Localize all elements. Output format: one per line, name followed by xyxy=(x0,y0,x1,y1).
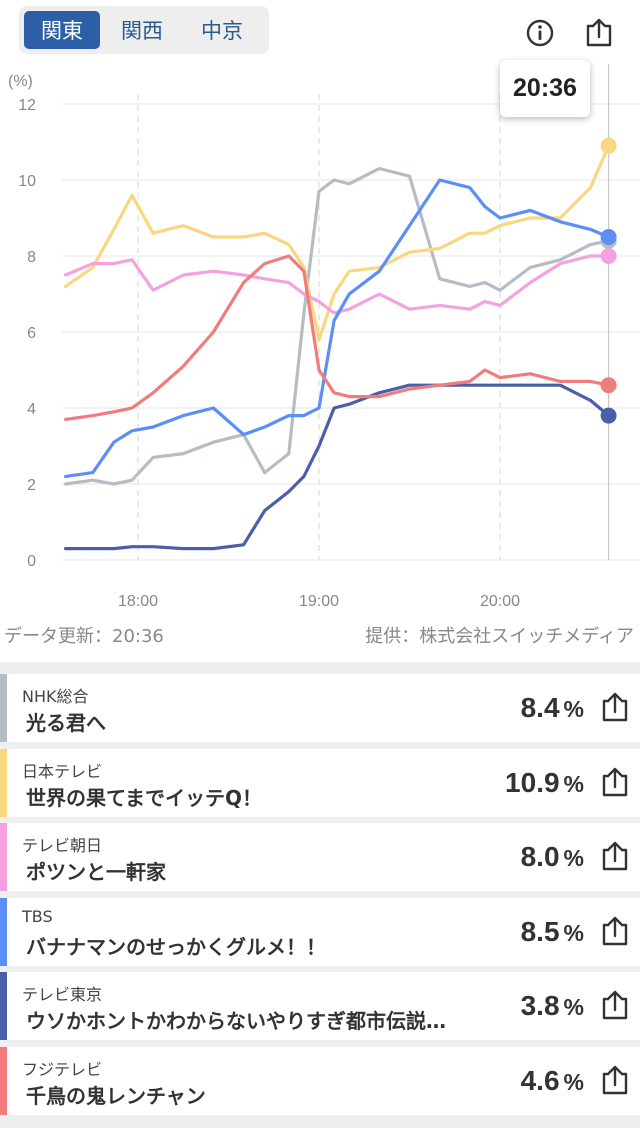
rating-value: 4.6% xyxy=(520,1064,584,1096)
y-tick-label: 2 xyxy=(27,477,36,494)
program-title: 光る君へ xyxy=(26,711,106,735)
program-row[interactable]: フジテレビ千鳥の鬼レンチャン 4.6% xyxy=(0,1046,640,1115)
y-axis-unit: (%) xyxy=(8,73,33,90)
y-tick-label: 10 xyxy=(18,173,36,190)
rating-unit: % xyxy=(563,1068,584,1095)
region-tab-kanto[interactable]: 関東 xyxy=(24,11,100,49)
program-title: バナナマンのせっかくグルメ！！ xyxy=(26,934,326,959)
channel-color-bar xyxy=(0,748,7,817)
share-icon[interactable] xyxy=(600,1064,630,1096)
series-line xyxy=(63,144,611,342)
rating-unit: % xyxy=(563,770,584,797)
y-tick-label: 12 xyxy=(18,97,36,114)
share-icon[interactable] xyxy=(600,766,630,798)
y-tick-label: 0 xyxy=(27,553,36,570)
rating-unit: % xyxy=(563,994,584,1020)
ratings-chart[interactable]: 0 2 4 6 8 10 12 (%) 18:00 19:00 20:00 xyxy=(0,64,640,620)
series-endpoint xyxy=(600,229,617,245)
y-tick-label: 4 xyxy=(27,401,36,418)
series-line xyxy=(63,383,611,551)
rating-unit: % xyxy=(563,696,584,722)
program-row[interactable]: テレビ東京ウソかホントかわからないやりすぎ都市伝説… 3.8% xyxy=(0,972,640,1040)
program-row[interactable]: 日本テレビ世界の果てまでイッテQ！ 10.9% xyxy=(0,748,640,817)
series-line xyxy=(63,254,611,315)
channel-name: テレビ東京 xyxy=(22,985,103,1004)
share-icon[interactable] xyxy=(600,989,630,1021)
channel-color-bar xyxy=(0,897,7,966)
program-list: NHK総合光る君へ 8.4% 日本テレビ世界の果てまでイッテQ！ 10.9% テレビ朝日… xyxy=(0,662,640,1128)
rating-value: 8.4% xyxy=(520,692,584,723)
series-endpoint xyxy=(600,377,617,394)
series-endpoint xyxy=(600,248,617,264)
region-tabs: 関東 関西 中京 xyxy=(19,6,269,54)
rating-value: 8.5% xyxy=(520,915,584,947)
region-tab-chukyo[interactable]: 中京 xyxy=(201,19,243,43)
rating-value: 10.9% xyxy=(505,766,584,798)
region-tab-kansai[interactable]: 関西 xyxy=(121,19,163,43)
channel-color-bar xyxy=(0,674,7,742)
x-tick-label: 19:00 xyxy=(299,593,339,610)
rating-value: 8.0% xyxy=(520,841,584,872)
rating-value: 3.8% xyxy=(520,990,584,1021)
share-icon[interactable] xyxy=(600,691,630,723)
data-footer: データ更新：20:36 提供：株式会社スイッチメディア xyxy=(0,620,640,648)
series-line xyxy=(63,178,611,478)
program-title: 世界の果てまでイッテQ！ xyxy=(26,785,263,810)
program-title: ポツンと一軒家 xyxy=(26,860,166,884)
x-tick-label: 20:00 xyxy=(480,593,520,610)
share-icon[interactable] xyxy=(600,840,630,872)
data-updated: データ更新：20:36 xyxy=(4,626,164,647)
channel-color-bar xyxy=(0,1046,7,1115)
program-row[interactable]: テレビ朝日ポツンと一軒家 8.0% xyxy=(0,823,640,891)
info-icon[interactable] xyxy=(525,18,555,48)
share-icon[interactable] xyxy=(584,18,614,48)
time-tooltip: 20:36 xyxy=(500,60,590,117)
program-title: ウソかホントかわからないやりすぎ都市伝説… xyxy=(26,1009,446,1033)
channel-color-bar xyxy=(0,972,7,1040)
channel-name: TBS xyxy=(22,906,53,926)
channel-name: 日本テレビ xyxy=(22,761,103,781)
data-provider: 提供：株式会社スイッチメディア xyxy=(365,626,634,647)
channel-name: テレビ朝日 xyxy=(22,836,103,855)
series-endpoint xyxy=(600,137,617,154)
rating-unit: % xyxy=(563,919,584,946)
channel-name: フジテレビ xyxy=(22,1059,103,1079)
program-row[interactable]: TBS バナナマンのせっかくグルメ！！ 8.5% xyxy=(0,897,640,966)
channel-color-bar xyxy=(0,823,7,891)
series-line xyxy=(63,166,611,486)
channel-name: NHK総合 xyxy=(22,687,89,706)
y-tick-label: 6 xyxy=(27,325,36,342)
program-title: 千鳥の鬼レンチャン xyxy=(26,1083,206,1108)
series-endpoint xyxy=(600,407,617,424)
x-tick-label: 18:00 xyxy=(118,593,158,610)
series-line xyxy=(63,254,611,421)
y-tick-label: 8 xyxy=(27,249,36,266)
share-icon[interactable] xyxy=(600,915,630,947)
program-row[interactable]: NHK総合光る君へ 8.4% xyxy=(0,674,640,742)
rating-unit: % xyxy=(563,845,584,871)
